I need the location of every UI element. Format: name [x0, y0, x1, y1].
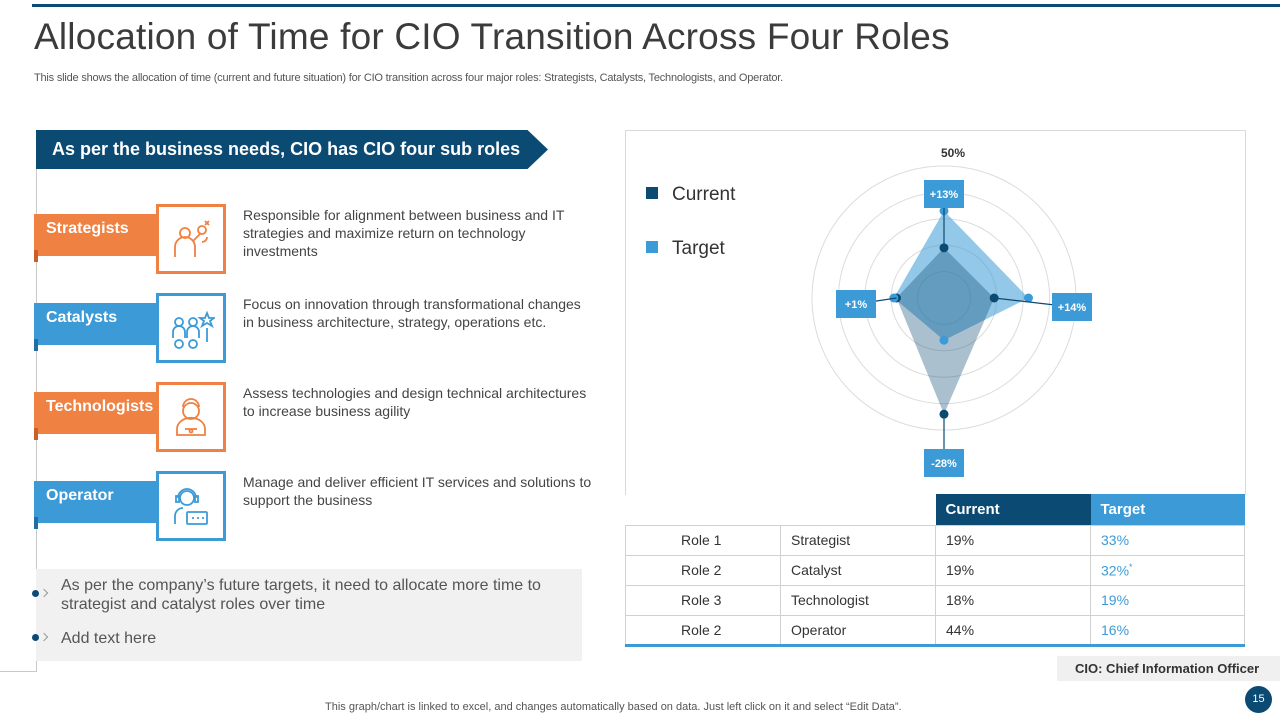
table-cell: Role 2	[625, 614, 781, 647]
legend-swatch	[646, 240, 658, 253]
table-cell: 19%	[935, 554, 1091, 586]
page-subtitle: This slide shows the allocation of time …	[34, 72, 783, 84]
footnote-mark: *	[1129, 561, 1133, 572]
annotation-box	[1052, 293, 1092, 321]
table-cell: 19%	[935, 524, 1091, 556]
annotation-label: -28%	[931, 458, 957, 470]
role-catalysts: Catalysts Focus on innovation through tr…	[34, 293, 594, 363]
role-label: Strategists	[46, 220, 129, 237]
table-cell: 32%*	[1090, 554, 1245, 586]
role-technologists: Technologists Assess technologies and de…	[34, 382, 594, 452]
annotation-label: +1%	[845, 299, 868, 311]
role-operator: Operator Manage and deliver efficient IT…	[34, 471, 594, 541]
series-area-current	[896, 247, 995, 415]
table-cell: 19%	[1090, 584, 1245, 616]
legend-label: Target	[672, 238, 725, 259]
table-cell: Catalyst	[780, 554, 936, 586]
role-label: Operator	[46, 487, 114, 504]
annotation-box	[924, 449, 964, 477]
sub-roles-banner: As per the business needs, CIO has CIO f…	[36, 130, 548, 169]
technologist-icon	[156, 382, 226, 452]
table-cell: Role 1	[625, 524, 781, 556]
cio-note: CIO: Chief Information Officer	[1057, 656, 1280, 681]
annotation-label: +14%	[1058, 302, 1087, 314]
role-description: Responsible for alignment between busine…	[243, 207, 565, 259]
bullet-dot-icon	[32, 634, 39, 641]
annotation-label: +13%	[930, 189, 959, 201]
table-header-row: Current Target	[626, 494, 1245, 525]
bullet-dot-icon	[32, 590, 39, 597]
role-description: Assess technologies and design technical…	[243, 385, 587, 419]
legend-label: Current	[672, 184, 736, 205]
table-header-target: Target	[1090, 494, 1245, 525]
table-row: Role 2 Operator 44% 16%	[625, 614, 1245, 647]
role-tag: Strategists	[34, 214, 156, 262]
table-cell: 33%	[1090, 524, 1245, 556]
table-cell: 16%	[1090, 614, 1245, 647]
footer-note: This graph/chart is linked to excel, and…	[325, 701, 902, 713]
table-cell: 44%	[935, 614, 1091, 647]
table-cell: Role 2	[625, 554, 781, 586]
note-text: As per the company’s future targets, it …	[61, 577, 541, 613]
table-header-cell	[781, 494, 936, 525]
note-text: Add text here	[61, 630, 157, 647]
data-point-target	[1023, 293, 1033, 303]
role-tag: Operator	[34, 481, 156, 529]
top-accent-line	[32, 4, 1280, 7]
table-cell: Technologist	[780, 584, 936, 616]
role-description: Manage and deliver efficient IT services…	[243, 474, 592, 508]
axis-max-label: 50%	[941, 146, 966, 160]
notes-box: As per the company’s future targets, it …	[36, 569, 582, 661]
legend-swatch	[646, 186, 658, 199]
table-header-cell	[626, 494, 781, 525]
chart-panel	[625, 130, 1246, 495]
annotation-box	[924, 180, 964, 208]
left-frame-base	[0, 671, 37, 672]
table-header-current: Current	[935, 494, 1091, 525]
operator-icon	[156, 471, 226, 541]
role-description: Focus on innovation through transformati…	[243, 296, 581, 330]
table-row: Role 3 Technologist 18% 19%	[625, 584, 1245, 616]
role-label: Technologists	[46, 398, 154, 415]
table-row: Role 2 Catalyst 19% 32%*	[625, 554, 1245, 586]
legend-current: Current	[646, 184, 735, 206]
table-cell: 18%	[935, 584, 1091, 616]
role-strategists: Strategists Responsible for alignment be…	[34, 204, 594, 274]
annotation-box	[836, 290, 876, 318]
data-point-target	[939, 335, 949, 345]
table-cell: Role 3	[625, 584, 781, 616]
radar-chart: +13% +14% -28% +1%	[811, 165, 1092, 477]
role-tag: Technologists	[34, 392, 156, 440]
page-number: 15	[1245, 686, 1272, 713]
series-area-target	[893, 210, 1029, 341]
table-cell: Operator	[780, 614, 936, 647]
catalyst-icon	[156, 293, 226, 363]
table-row: Role 1 Strategist 19% 33%	[625, 524, 1245, 556]
strategist-icon	[156, 204, 226, 274]
table-cell: Strategist	[780, 524, 936, 556]
page-title: Allocation of Time for CIO Transition Ac…	[34, 16, 950, 57]
legend-target: Target	[646, 238, 725, 260]
allocation-table: Current Target Role 1 Strategist 19% 33% Rol…	[625, 494, 1245, 647]
role-tag: Catalysts	[34, 303, 156, 351]
role-label: Catalysts	[46, 309, 118, 326]
